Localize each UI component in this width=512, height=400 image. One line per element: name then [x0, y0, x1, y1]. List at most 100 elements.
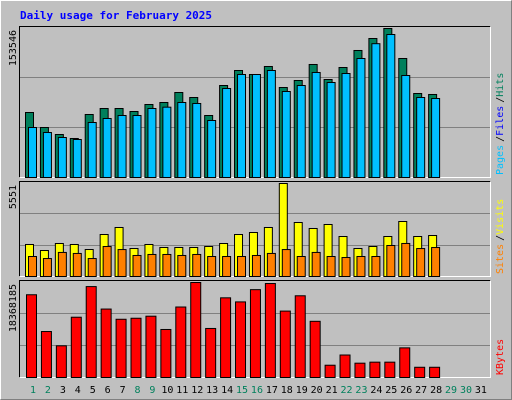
bar — [251, 73, 261, 178]
bar — [177, 254, 187, 277]
bar — [401, 74, 411, 178]
bar — [341, 73, 351, 178]
bar — [192, 253, 202, 277]
bar — [324, 364, 336, 378]
x-tick-label: 21 — [326, 385, 338, 396]
bar — [264, 283, 276, 379]
bar — [354, 362, 366, 378]
x-tick-label: 7 — [120, 385, 126, 396]
bar — [429, 366, 441, 378]
x-tick-label: 4 — [75, 385, 81, 396]
bar — [414, 366, 426, 378]
x-tick-label: 24 — [370, 385, 382, 396]
x-tick-label: 27 — [415, 385, 427, 396]
x-tick-label: 10 — [161, 385, 173, 396]
bar — [279, 310, 291, 378]
x-tick-label: 23 — [355, 385, 367, 396]
bar — [72, 139, 82, 178]
bar — [222, 87, 232, 178]
bar — [294, 295, 306, 378]
bar — [386, 34, 396, 179]
bar — [281, 249, 291, 277]
x-tick-label: 31 — [475, 385, 487, 396]
legend-separator: / — [495, 136, 506, 142]
bar — [266, 70, 276, 178]
legend-entry: Pages — [495, 145, 506, 175]
bar — [145, 315, 157, 379]
bar — [326, 81, 336, 178]
bar — [57, 136, 67, 178]
x-tick-label: 2 — [45, 385, 51, 396]
bar — [55, 345, 67, 379]
bar — [40, 331, 52, 379]
bar — [28, 256, 37, 278]
bar — [132, 114, 142, 178]
y-tick-label: 18368185 — [8, 284, 19, 332]
bar — [162, 106, 172, 178]
legend-entry: Hits — [495, 73, 506, 97]
bar — [190, 282, 202, 378]
x-tick-label: 3 — [60, 385, 66, 396]
bar — [326, 256, 336, 278]
bar — [311, 71, 321, 178]
x-tick-label: 18 — [281, 385, 293, 396]
plot-border-dark — [19, 181, 491, 277]
legend-separator: / — [495, 97, 506, 103]
legend-entry: Files — [495, 106, 506, 136]
bar — [309, 320, 321, 379]
bar — [399, 347, 411, 378]
bar — [371, 256, 381, 278]
bar — [222, 256, 232, 278]
bar — [42, 258, 52, 278]
bar — [356, 256, 366, 278]
bar — [296, 84, 306, 178]
x-tick-label: 20 — [311, 385, 323, 396]
legend-entry: Visits — [495, 199, 506, 235]
bar — [85, 286, 97, 378]
bar — [235, 301, 247, 378]
bar — [72, 252, 82, 278]
plot-border-dark — [19, 280, 491, 378]
bar — [162, 253, 172, 277]
bar — [102, 246, 112, 277]
bar — [296, 256, 306, 278]
bar — [115, 318, 127, 378]
x-tick-label: 17 — [266, 385, 278, 396]
bar — [281, 90, 291, 178]
bar — [207, 256, 217, 278]
bar — [100, 308, 112, 378]
bar — [205, 327, 217, 378]
x-tick-label: 1 — [30, 385, 36, 396]
x-tick-label: 22 — [341, 385, 353, 396]
legend-separator: / — [495, 235, 506, 241]
x-tick-label: 8 — [134, 385, 140, 396]
x-tick-label: 12 — [191, 385, 203, 396]
bar — [386, 244, 396, 277]
x-tick-label: 9 — [149, 385, 155, 396]
bar — [102, 117, 112, 178]
bar — [341, 257, 351, 277]
bar — [237, 256, 247, 278]
x-tick-label: 11 — [176, 385, 188, 396]
x-tick-label: 15 — [236, 385, 248, 396]
bar — [401, 242, 411, 277]
legend: KBytes — [495, 339, 506, 375]
x-tick-label: 26 — [400, 385, 412, 396]
bar — [87, 258, 97, 278]
bar — [177, 101, 187, 178]
legend-entry: Sites — [495, 244, 506, 274]
bar — [132, 254, 142, 277]
bar — [311, 251, 321, 278]
bar — [431, 98, 441, 178]
bar — [369, 361, 381, 379]
bar — [416, 248, 426, 278]
chart-title: Daily usage for February 2025 — [20, 9, 212, 22]
bar — [251, 254, 261, 277]
bar — [57, 251, 67, 278]
bar — [175, 306, 187, 379]
legend: Sites /Visits — [495, 199, 506, 274]
bar — [384, 361, 396, 379]
bar — [192, 102, 202, 178]
bar — [371, 43, 381, 178]
